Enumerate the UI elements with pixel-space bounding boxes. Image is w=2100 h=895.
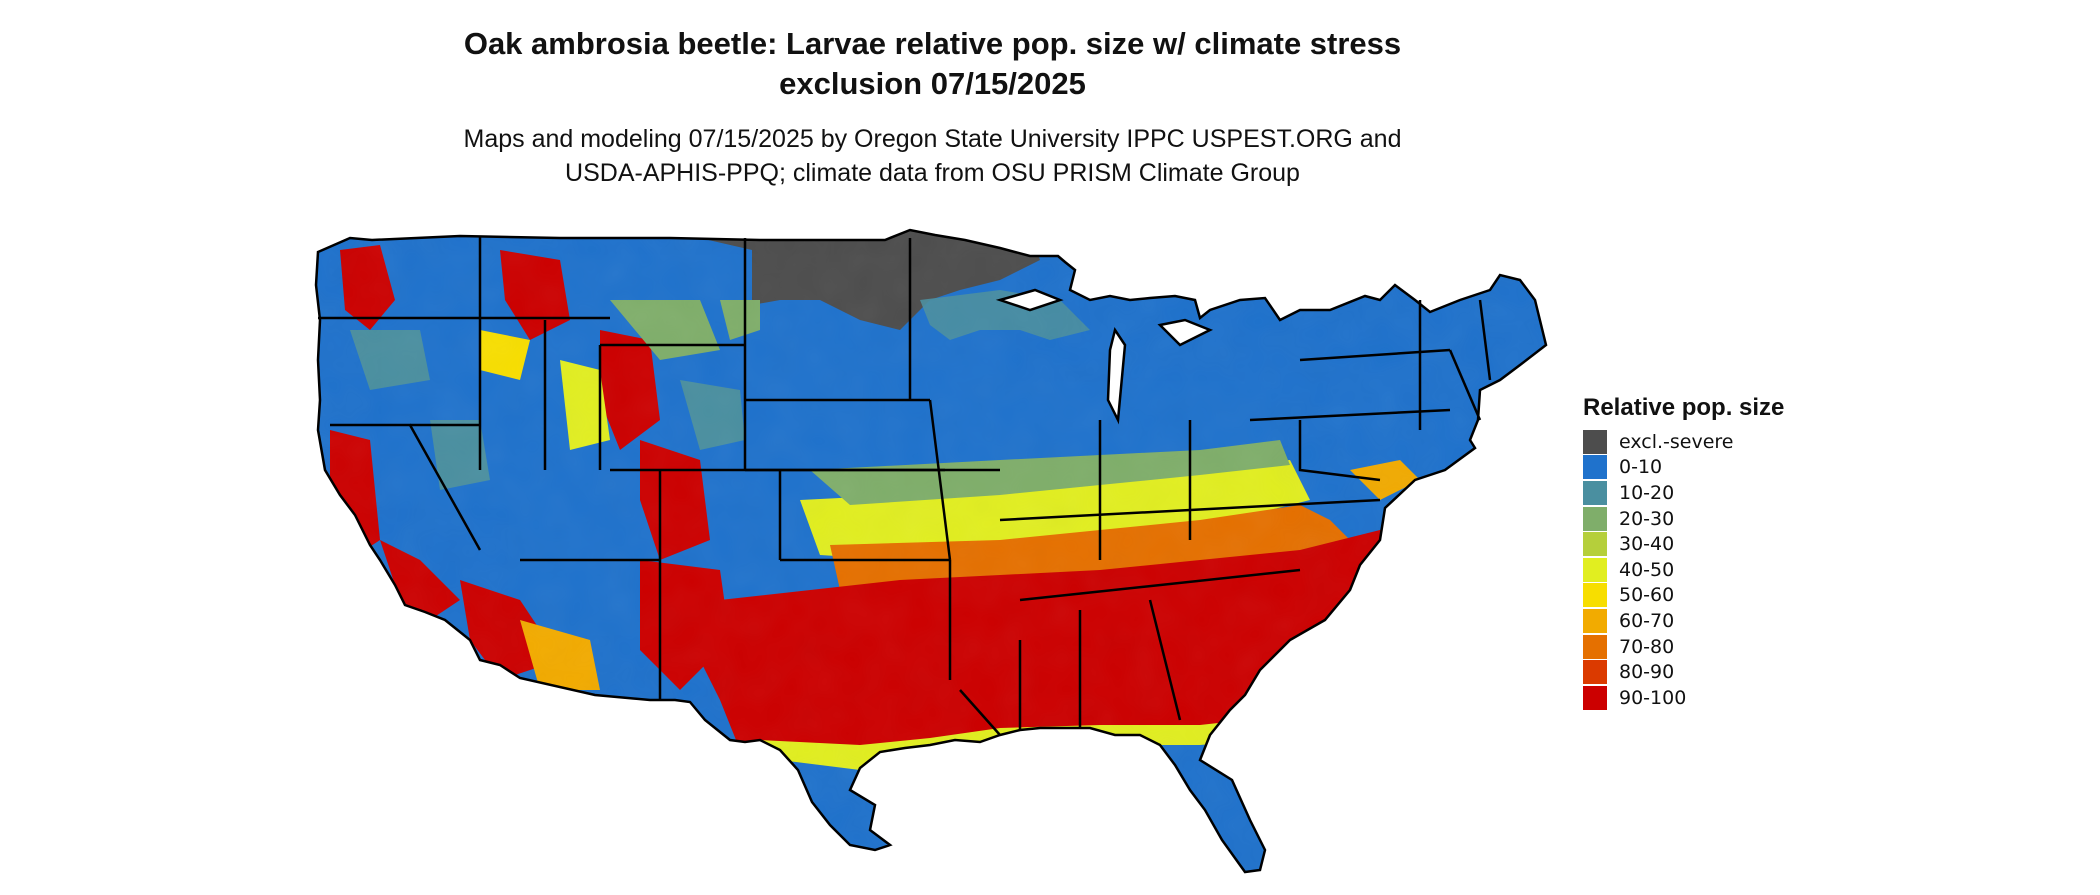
legend-swatch	[1583, 532, 1607, 557]
title-line-2: exclusion 07/15/2025	[779, 66, 1086, 101]
legend-item: 40-50	[1583, 557, 1883, 583]
legend-swatch	[1583, 455, 1607, 480]
legend-label: 0-10	[1619, 456, 1663, 479]
legend-title: Relative pop. size	[1583, 394, 1785, 421]
legend-item: 20-30	[1583, 506, 1883, 532]
legend-swatch	[1583, 685, 1607, 710]
map-subtitle: Maps and modeling 07/15/2025 by Oregon S…	[305, 122, 1560, 190]
great-lakes	[995, 288, 1214, 425]
legend-label: 70-80	[1619, 635, 1675, 658]
legend-item: 0-10	[1583, 455, 1883, 481]
legend-label: 10-20	[1619, 481, 1675, 504]
legend-item: 80-90	[1583, 659, 1883, 685]
legend-label: 20-30	[1619, 507, 1675, 530]
legend-swatch	[1583, 583, 1607, 608]
us-climate-map	[314, 228, 1548, 874]
legend-item: 30-40	[1583, 531, 1883, 557]
legend-item: 50-60	[1583, 583, 1883, 609]
map-title: Oak ambrosia beetle: Larvae relative pop…	[305, 24, 1560, 104]
legend-item: 70-80	[1583, 634, 1883, 660]
legend-item: 10-20	[1583, 480, 1883, 506]
legend-label: excl.-severe	[1619, 430, 1734, 453]
legend-label: 90-100	[1619, 686, 1687, 709]
legend-swatch	[1583, 634, 1607, 659]
subtitle-line-2: USDA-APHIS-PPQ; climate data from OSU PR…	[565, 159, 1300, 187]
legend-label: 40-50	[1619, 558, 1675, 581]
subtitle-line-1: Maps and modeling 07/15/2025 by Oregon S…	[463, 125, 1402, 153]
legend-items: excl.-severe 0-10 10-20 20-30 30-40 40-50 50-6…	[1583, 429, 1883, 711]
legend-item: 60-70	[1583, 608, 1883, 634]
legend-swatch	[1583, 608, 1607, 633]
legend-swatch	[1583, 506, 1607, 531]
legend-swatch	[1583, 429, 1607, 454]
legend-swatch	[1583, 557, 1607, 582]
title-line-1: Oak ambrosia beetle: Larvae relative pop…	[463, 26, 1402, 61]
state-borders	[314, 228, 1548, 874]
legend-item: 90-100	[1583, 685, 1883, 711]
legend-swatch	[1583, 480, 1607, 505]
legend-swatch	[1583, 660, 1607, 685]
legend-label: 60-70	[1619, 609, 1675, 632]
map-fill-layer	[316, 230, 1546, 872]
legend-label: 30-40	[1619, 533, 1675, 556]
legend-label: 50-60	[1619, 584, 1675, 607]
legend: Relative pop. size excl.-severe 0-10 10-20…	[1583, 393, 1883, 711]
legend-label: 80-90	[1619, 661, 1675, 684]
legend-item: excl.-severe	[1583, 429, 1883, 455]
